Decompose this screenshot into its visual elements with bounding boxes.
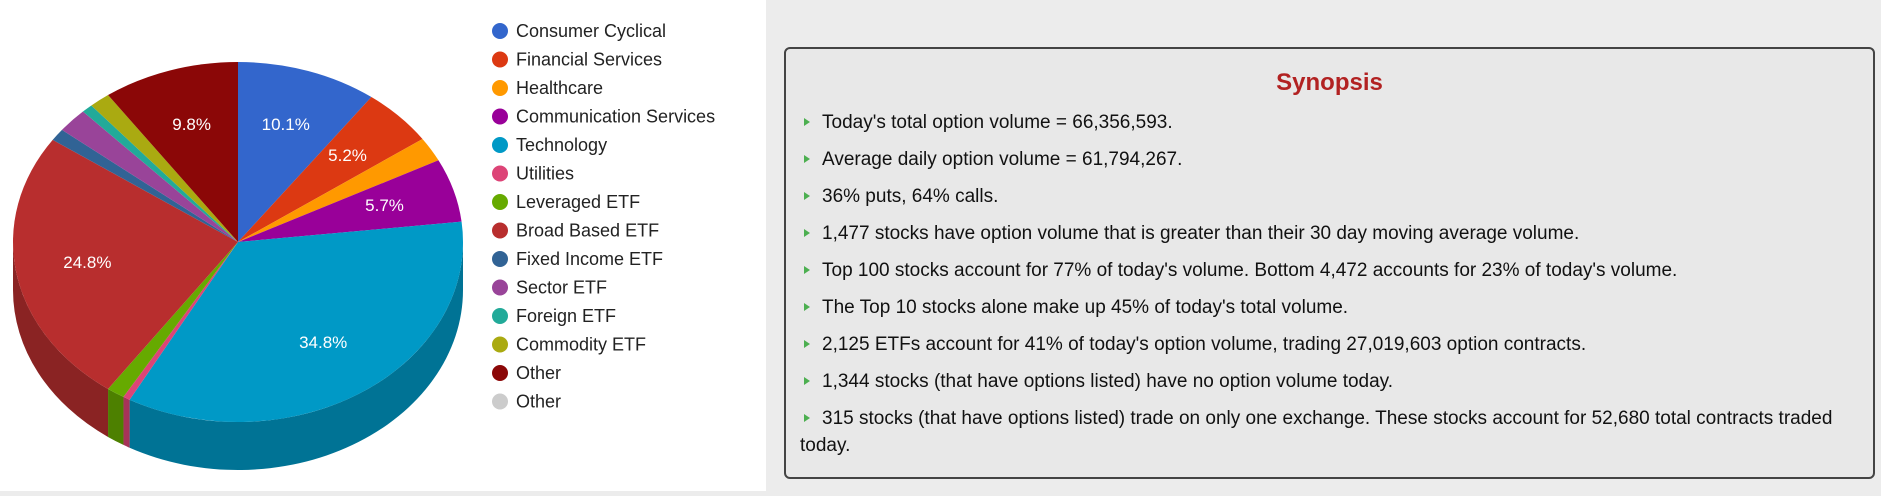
synopsis-text: The Top 10 stocks alone make up 45% of t…	[822, 297, 1349, 318]
pie-labels: 10.1% 5.2% 5.7% 34.8% 24.8% 9.8%	[63, 115, 404, 352]
legend-swatch	[492, 137, 508, 153]
slice-label: 10.1%	[262, 115, 310, 134]
synopsis-item: Average daily option volume = 61,794,267…	[800, 146, 1861, 173]
slice	[123, 242, 238, 400]
legend-label: Consumer Cyclical	[516, 21, 666, 41]
slice-side	[129, 242, 464, 470]
legend-label: Financial Services	[516, 49, 662, 69]
slice	[238, 62, 372, 242]
synopsis-item: The Top 10 stocks alone make up 45% of t…	[800, 294, 1861, 321]
slice-label: 5.7%	[365, 196, 404, 215]
legend-label: Commodity ETF	[516, 334, 646, 354]
bullet	[804, 118, 810, 126]
legend-label: Communication Services	[516, 106, 715, 126]
legend-swatch	[492, 23, 508, 39]
legend-swatch	[492, 336, 508, 353]
slice	[12, 139, 239, 389]
synopsis-item: 2,125 ETFs account for 41% of today's op…	[800, 331, 1861, 358]
synopsis-item: 1,477 stocks have option volume that is …	[800, 220, 1861, 247]
legend-label: Other	[516, 363, 561, 383]
legend-label: Technology	[516, 135, 607, 155]
slice-label: 24.8%	[63, 253, 111, 272]
synopsis-list: Today's total option volume = 66,356,593…	[786, 109, 1873, 459]
legend-swatch	[492, 251, 508, 267]
slice	[108, 242, 238, 397]
synopsis-item: 315 stocks (that have options listed) tr…	[800, 405, 1861, 459]
bullet	[804, 414, 810, 422]
slice	[82, 105, 238, 242]
synopsis-text: 1,344 stocks (that have options listed) …	[822, 371, 1394, 392]
slice	[61, 111, 238, 242]
legend-label: Other	[516, 391, 561, 411]
legend-swatch	[492, 194, 508, 210]
synopsis-title: Synopsis	[1276, 69, 1383, 96]
synopsis-item: Today's total option volume = 66,356,593…	[800, 109, 1861, 136]
legend-label: Healthcare	[516, 78, 603, 98]
legend-label: Fixed Income ETF	[516, 249, 663, 269]
synopsis-text: 315 stocks (that have options listed) tr…	[800, 408, 1833, 456]
bullet	[804, 340, 810, 348]
synopsis-text: 1,477 stocks have option volume that is …	[822, 223, 1580, 244]
synopsis-item: 1,344 stocks (that have options listed) …	[800, 368, 1861, 395]
synopsis-item: Top 100 stocks account for 77% of today'…	[800, 257, 1861, 284]
slice	[91, 95, 239, 243]
slice	[238, 138, 439, 242]
legend-swatch	[492, 222, 508, 239]
slice-side	[123, 396, 130, 448]
synopsis-text: 36% puts, 64% calls.	[822, 186, 999, 207]
legend-swatch	[492, 165, 508, 182]
legend-label: Leveraged ETF	[516, 192, 640, 212]
legend-swatch	[492, 308, 508, 324]
pie-tops	[12, 62, 464, 422]
bullet	[804, 377, 810, 385]
slice	[129, 221, 464, 422]
legend-label: Sector ETF	[516, 277, 607, 297]
legend-label: Utilities	[516, 163, 574, 183]
bullet	[804, 266, 810, 274]
legend-label: Foreign ETF	[516, 306, 616, 326]
legend-swatch	[492, 279, 508, 296]
bullet	[804, 303, 810, 311]
slice	[238, 160, 462, 242]
chart-panel: 10.1% 5.2% 5.7% 34.8% 24.8% 9.8% Consumer Cycl…	[0, 0, 766, 491]
legend-swatch	[492, 51, 508, 68]
legend-swatch	[492, 365, 508, 381]
bullet	[804, 192, 810, 200]
slice-label: 34.8%	[299, 333, 347, 352]
synopsis-text: Average daily option volume = 61,794,267…	[822, 149, 1183, 170]
bullet	[804, 155, 810, 163]
synopsis-text: 2,125 ETFs account for 41% of today's op…	[822, 334, 1587, 355]
synopsis-panel: Synopsis Today's total option volume = 6…	[784, 47, 1875, 479]
legend-swatch	[492, 393, 508, 410]
slice-label: 5.2%	[328, 146, 367, 165]
slice	[238, 97, 423, 242]
legend-swatch	[492, 80, 508, 96]
legend-label: Broad Based ETF	[516, 220, 659, 240]
slice	[52, 129, 238, 242]
synopsis-text: Today's total option volume = 66,356,593…	[822, 112, 1173, 133]
pie-sides	[13, 242, 464, 470]
synopsis-item: 36% puts, 64% calls.	[800, 183, 1861, 210]
slice-label: 9.8%	[172, 115, 211, 134]
legend-swatch	[492, 108, 508, 125]
chart: 10.1% 5.2% 5.7% 34.8% 24.8% 9.8% Consumer Cycl…	[12, 21, 715, 470]
slice-side	[13, 242, 109, 437]
bullet	[804, 229, 810, 237]
slice	[108, 62, 238, 242]
synopsis-text: Top 100 stocks account for 77% of today'…	[822, 260, 1678, 281]
slice-side	[108, 388, 124, 445]
